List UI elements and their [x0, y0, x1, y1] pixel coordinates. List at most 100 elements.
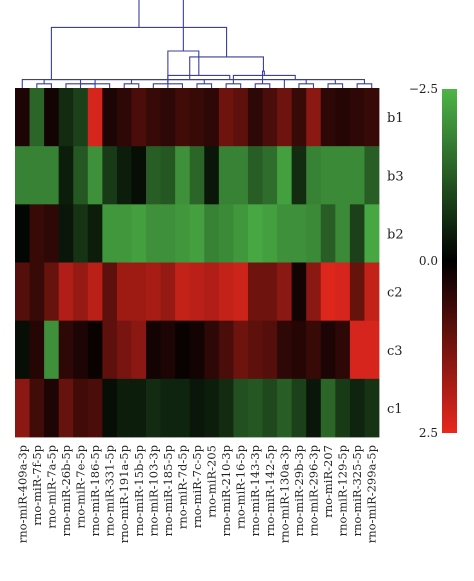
- heatmap-cell: [247, 146, 263, 205]
- column-label: rno-miR-205: [205, 445, 219, 518]
- heatmap-cell: [189, 320, 205, 380]
- heatmap-cell: [73, 262, 89, 322]
- heatmap-cell: [160, 146, 176, 205]
- colorbar-tick-label: 0.0: [419, 254, 438, 268]
- heatmap-cells: [15, 88, 380, 438]
- heatmap-cell: [160, 204, 176, 263]
- row-label: b2: [387, 227, 404, 242]
- heatmap-cell: [102, 262, 118, 322]
- heatmap-cell: [15, 320, 30, 380]
- column-label: rno-miR-7f-5p: [30, 445, 44, 526]
- heatmap-cell: [131, 378, 147, 438]
- heatmap-cell: [306, 88, 322, 147]
- heatmap-cell: [277, 88, 293, 147]
- heatmap-cell: [364, 320, 380, 380]
- heatmap-cell: [116, 320, 132, 380]
- dendrogram-branch: [123, 83, 140, 88]
- heatmap-cell: [218, 88, 234, 147]
- column-label: rno-miR-15b-5p: [132, 445, 146, 536]
- heatmap-cell: [306, 146, 322, 205]
- column-label: rno-miR-103-3p: [146, 445, 160, 536]
- heatmap-cell: [291, 88, 307, 147]
- heatmap-cell: [102, 320, 118, 380]
- dendrogram-branch: [261, 70, 265, 84]
- heatmap-cell: [364, 262, 380, 322]
- heatmap-cell: [58, 204, 74, 263]
- heatmap-cell: [146, 88, 161, 147]
- heatmap-cell: [204, 204, 220, 263]
- heatmap-cell: [349, 262, 365, 322]
- column-dendrogram: [21, 0, 373, 88]
- heatmap-cell: [87, 204, 103, 263]
- heatmap-cell: [364, 204, 380, 263]
- heatmap-cell: [335, 320, 351, 380]
- heatmap-cell: [44, 88, 60, 147]
- heatmap-cell: [29, 146, 45, 205]
- heatmap-cell: [29, 204, 45, 263]
- heatmap-cell: [349, 88, 365, 147]
- heatmap-cell: [87, 320, 103, 380]
- dendrogram-branch: [225, 83, 242, 88]
- dendrogram-branch: [50, 26, 228, 80]
- heatmap-cell: [15, 146, 30, 205]
- heatmap-cell: [160, 262, 176, 322]
- heatmap-cell: [175, 146, 191, 205]
- heatmap-cell: [277, 204, 293, 263]
- row-label: b1: [387, 111, 404, 126]
- heatmap-cell: [15, 378, 30, 438]
- heatmap-cell: [233, 204, 249, 263]
- heatmap-cell: [87, 262, 103, 322]
- heatmap-cell: [291, 320, 307, 380]
- column-label: rno-miR-26b-5p: [59, 445, 73, 536]
- heatmap-cell: [146, 262, 161, 322]
- heatmap-cell: [29, 88, 45, 147]
- heatmap-cell: [58, 88, 74, 147]
- heatmap-cell: [44, 262, 60, 322]
- heatmap-cell: [73, 88, 89, 147]
- dendrogram-branch: [43, 79, 336, 84]
- heatmap-cell: [44, 320, 60, 380]
- row-label: c1: [387, 402, 403, 417]
- heatmap-cell: [87, 146, 103, 205]
- heatmap-cell: [247, 320, 263, 380]
- heatmap-cell: [189, 88, 205, 147]
- column-label: rno-miR-143-3p: [248, 445, 262, 536]
- heatmap-cell: [131, 88, 147, 147]
- heatmap-cell: [189, 378, 205, 438]
- column-label: rno-miR-7e-5p: [74, 445, 88, 529]
- column-label: rno-miR-325-5p: [350, 445, 364, 536]
- heatmap-cell: [364, 146, 380, 205]
- heatmap-cell: [233, 378, 249, 438]
- heatmap-cell: [102, 204, 118, 263]
- heatmap-cell: [160, 320, 176, 380]
- heatmap-cell: [218, 262, 234, 322]
- dendrogram-branch: [327, 83, 344, 88]
- heatmap-cell: [349, 204, 365, 263]
- column-label: rno-miR-142-5p: [263, 445, 277, 536]
- heatmap-cell: [218, 146, 234, 205]
- heatmap-cell: [306, 204, 322, 263]
- heatmap-cell: [204, 146, 220, 205]
- heatmap-cell: [364, 88, 380, 147]
- heatmap-cell: [58, 320, 74, 380]
- heatmap-cell: [116, 88, 132, 147]
- heatmap-cell: [131, 204, 147, 263]
- heatmap-cell: [146, 146, 161, 205]
- heatmap-cell: [335, 88, 351, 147]
- heatmap-cell: [44, 204, 60, 263]
- column-label: rno-miR-7c-5p: [190, 445, 204, 528]
- column-label: rno-miR-299a-5p: [365, 445, 379, 543]
- dendrogram-branch: [298, 83, 315, 88]
- heatmap-cell: [320, 320, 336, 380]
- column-label: rno-miR-7d-5p: [175, 445, 189, 529]
- heatmap-cell: [131, 320, 147, 380]
- heatmap-cell: [233, 262, 249, 322]
- heatmap-cell: [146, 320, 161, 380]
- heatmap-cell: [175, 262, 191, 322]
- heatmap-cell: [15, 262, 30, 322]
- heatmap-cell: [175, 320, 191, 380]
- heatmap-cell: [44, 378, 60, 438]
- colorbar-tick-label: −2.5: [409, 82, 438, 96]
- dendrogram-branch: [167, 50, 200, 76]
